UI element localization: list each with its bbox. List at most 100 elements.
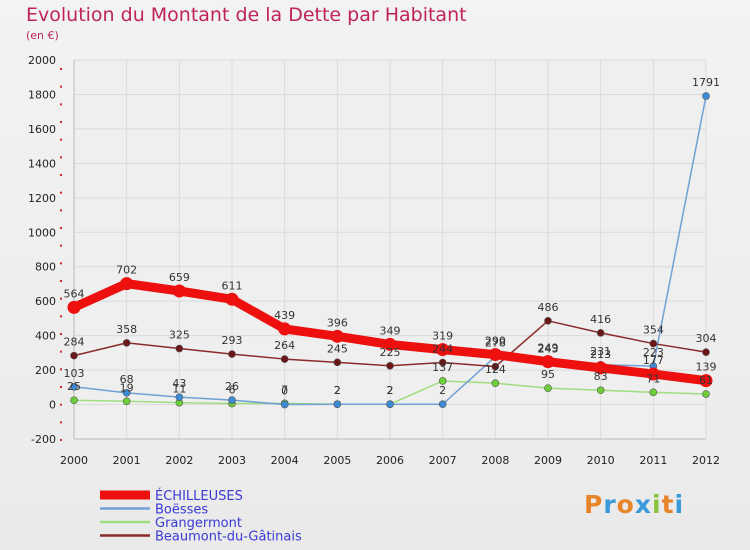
data-point <box>699 374 713 388</box>
legend-label: ÉCHILLEUSES <box>155 488 243 504</box>
axis-dot <box>60 174 62 176</box>
axis-dot <box>60 103 62 106</box>
data-label: 139 <box>696 361 717 374</box>
y-tick-label: 800 <box>35 261 56 274</box>
x-tick-label: 2000 <box>60 454 88 467</box>
data-label: 0 <box>281 385 288 398</box>
axis-dot <box>60 297 62 300</box>
data-point <box>333 400 342 409</box>
axis-dot <box>60 368 62 371</box>
x-tick-label: 2011 <box>639 454 667 467</box>
chart-subtitle: (en €) <box>26 29 59 42</box>
data-label: 304 <box>696 332 717 345</box>
axis-dot <box>60 191 62 194</box>
chart-title: Evolution du Montant de la Dette par Hab… <box>26 4 467 26</box>
x-tick-label: 2012 <box>692 454 720 467</box>
logo-letter: i <box>674 490 685 519</box>
data-label: 349 <box>380 324 401 337</box>
y-tick-label: 1800 <box>28 88 56 101</box>
data-label: 416 <box>590 313 611 326</box>
data-label: 325 <box>169 329 190 342</box>
data-label: 486 <box>538 301 559 314</box>
data-point <box>330 329 344 343</box>
series-3 <box>70 317 710 371</box>
axis-dot <box>60 439 62 441</box>
x-tick-label: 2001 <box>113 454 141 467</box>
x-tick-label: 2007 <box>429 454 457 467</box>
x-tick-label: 2002 <box>165 454 193 467</box>
axis-dot <box>60 333 62 335</box>
logo-letter: P <box>584 490 604 519</box>
data-point <box>488 348 502 362</box>
data-label: 225 <box>380 346 401 359</box>
data-point <box>544 317 552 325</box>
data-label: 396 <box>327 316 348 329</box>
data-point <box>649 339 658 348</box>
y-tick-label: 400 <box>35 330 56 343</box>
data-label: 95 <box>541 368 555 381</box>
data-label: 611 <box>222 279 243 292</box>
logo-letter: t <box>661 490 675 519</box>
y-tick-label: 1400 <box>28 157 56 170</box>
data-label: 223 <box>643 346 664 359</box>
data-label: 25 <box>67 380 81 393</box>
x-tick-label: 2005 <box>323 454 351 467</box>
series-0 <box>67 277 713 388</box>
x-tick-label: 2008 <box>481 454 509 467</box>
y-tick-label: -200 <box>31 433 56 446</box>
data-label: 290 <box>485 335 506 348</box>
data-point <box>436 343 450 357</box>
x-tick-label: 2009 <box>534 454 562 467</box>
data-point <box>122 389 131 397</box>
y-tick-label: 1200 <box>28 192 56 205</box>
data-label: 245 <box>327 342 348 355</box>
y-tick-label: 0 <box>49 399 56 412</box>
data-label: 354 <box>643 324 664 337</box>
data-point <box>438 358 447 367</box>
data-point <box>541 355 555 369</box>
data-point <box>594 361 608 375</box>
data-point <box>383 337 397 351</box>
axis-dot <box>60 227 62 229</box>
data-label: 243 <box>538 343 559 356</box>
data-point <box>596 329 605 337</box>
data-label: 177 <box>643 354 664 367</box>
data-point <box>596 386 605 395</box>
data-point <box>122 397 131 406</box>
data-label: 68 <box>120 373 134 386</box>
y-tick-label: 1000 <box>28 226 56 239</box>
axis-dot <box>60 138 62 141</box>
data-label: 358 <box>116 323 137 336</box>
data-point <box>228 396 236 404</box>
data-label: 7 <box>281 383 288 396</box>
axis-dot <box>60 68 62 70</box>
x-tick-label: 2004 <box>271 454 299 467</box>
data-label: 659 <box>169 271 190 284</box>
proxiti-logo: Proxiti <box>584 490 684 519</box>
data-point <box>438 377 447 385</box>
axis-dot <box>60 156 62 159</box>
data-label: 2 <box>334 384 341 397</box>
data-label: 231 <box>590 345 611 358</box>
legend-label: Grangermont <box>155 516 242 531</box>
data-point <box>386 400 394 409</box>
data-label: 6 <box>229 384 236 397</box>
data-point <box>702 92 710 100</box>
data-point <box>70 396 78 405</box>
data-point <box>544 384 552 392</box>
data-point <box>175 344 184 353</box>
data-point <box>702 348 710 356</box>
data-point <box>280 400 289 409</box>
data-point <box>491 362 500 371</box>
axis-dot <box>60 421 62 424</box>
data-point <box>649 388 658 397</box>
logo-letter: x <box>634 490 652 519</box>
data-label: 278 <box>485 337 506 350</box>
legend-label: Beaumont-du-Gâtinais <box>155 530 302 545</box>
data-point <box>172 284 186 298</box>
x-tick-label: 2006 <box>376 454 404 467</box>
axis-dot <box>60 262 62 265</box>
x-tick-label: 2003 <box>218 454 246 467</box>
